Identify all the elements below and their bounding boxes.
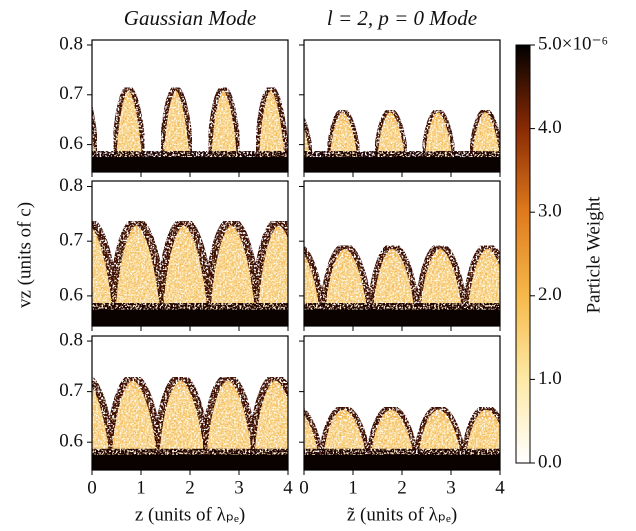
density-edge — [304, 408, 324, 456]
heatmap — [92, 373, 288, 470]
heatmap — [304, 243, 500, 326]
x-tick-label: 1 — [136, 477, 146, 498]
y-tick-label: 0.6 — [59, 133, 83, 154]
density-edge — [253, 85, 288, 158]
density-lobe-core — [252, 233, 288, 322]
density-edge — [250, 217, 288, 310]
density-edge — [111, 85, 147, 158]
density-edge — [152, 373, 212, 456]
density-edge — [202, 217, 264, 311]
density-edge — [365, 405, 419, 456]
density-lobe-core — [255, 98, 288, 168]
colorbar-tick-label: 3.0 — [538, 201, 562, 222]
dense-band — [92, 454, 288, 470]
x-tick-label: 2 — [397, 477, 407, 498]
y-tick-label: 0.7 — [59, 380, 83, 401]
density-lobe-core — [201, 387, 256, 466]
density-edge — [413, 405, 467, 456]
x-tick-label: 4 — [495, 477, 505, 498]
y-tick-label: 0.7 — [59, 230, 83, 251]
y-tick-label: 0.8 — [59, 175, 83, 196]
colorbar-tick-label: 1.0 — [538, 368, 562, 389]
density-edge — [206, 85, 242, 158]
y-tick-label: 0.8 — [59, 33, 83, 54]
density-edge — [92, 104, 100, 158]
x-tick-label: 1 — [348, 477, 358, 498]
colorbar — [515, 44, 531, 464]
density-edge — [468, 108, 500, 158]
density-edge — [318, 405, 372, 456]
y-tick-label: 0.6 — [59, 431, 83, 452]
y-tick-label: 0.6 — [59, 284, 83, 305]
x-tick-label: 0 — [87, 477, 97, 498]
y-tick-label: 0.7 — [59, 83, 83, 104]
density-edge — [366, 243, 421, 311]
density-edge — [92, 218, 121, 311]
density-edge — [155, 217, 216, 311]
colorbar-tick-label: 2.0 — [538, 284, 562, 305]
x-axis-label: z (units of λₚₑ) — [135, 504, 245, 525]
x-tick-label: 3 — [234, 477, 244, 498]
density-lobe-core — [157, 232, 212, 322]
density-edge — [461, 243, 500, 310]
colorbar-tick-label: 5.0×10⁻⁶ — [538, 33, 608, 54]
density-edge — [304, 116, 314, 158]
colorbar-tick-label: 4.0 — [538, 117, 562, 138]
density-edge — [104, 373, 165, 456]
density-lobe-core — [154, 387, 209, 466]
density-edge — [247, 373, 288, 456]
dense-band — [92, 157, 288, 172]
column-title: l = 2, p = 0 Mode — [327, 6, 477, 30]
density-lobe-core — [249, 387, 288, 466]
density-edge — [319, 243, 374, 311]
x-tick-label: 0 — [299, 477, 309, 498]
x-tick-label: 4 — [283, 477, 293, 498]
density-edge — [373, 108, 409, 158]
density-lobe-core — [160, 98, 192, 168]
density-lobe-core — [110, 232, 165, 322]
density-lobe-core — [106, 387, 161, 466]
dense-band — [304, 454, 500, 470]
density-edge — [304, 245, 326, 311]
colorbar-label: Particle Weight — [583, 196, 604, 314]
density-edge — [414, 243, 469, 311]
heatmap — [92, 85, 288, 172]
heatmap — [304, 108, 500, 172]
x-tick-label: 3 — [446, 477, 456, 498]
density-edge — [461, 405, 500, 456]
y-tick-label: 0.8 — [59, 329, 83, 350]
dense-band — [304, 157, 500, 172]
density-lobe-core — [208, 98, 240, 168]
density-edge — [92, 376, 117, 456]
x-tick-label: 2 — [185, 477, 195, 498]
density-lobe-core — [205, 232, 260, 322]
y-axis-label: vz (units of c) — [14, 202, 35, 308]
dense-band — [304, 309, 500, 326]
column-title: Gaussian Mode — [124, 6, 256, 30]
density-edge — [158, 85, 195, 158]
heatmap — [92, 217, 288, 326]
density-edge — [325, 108, 362, 158]
heatmap — [304, 405, 500, 470]
colorbar-tick-label: 0.0 — [538, 451, 562, 472]
density-lobe-core — [113, 98, 145, 168]
dense-band — [92, 309, 288, 326]
x-axis-label: z̃ (units of λₚₑ) — [347, 504, 457, 525]
density-edge — [199, 373, 260, 456]
density-edge — [107, 217, 169, 311]
density-edge — [420, 108, 457, 158]
